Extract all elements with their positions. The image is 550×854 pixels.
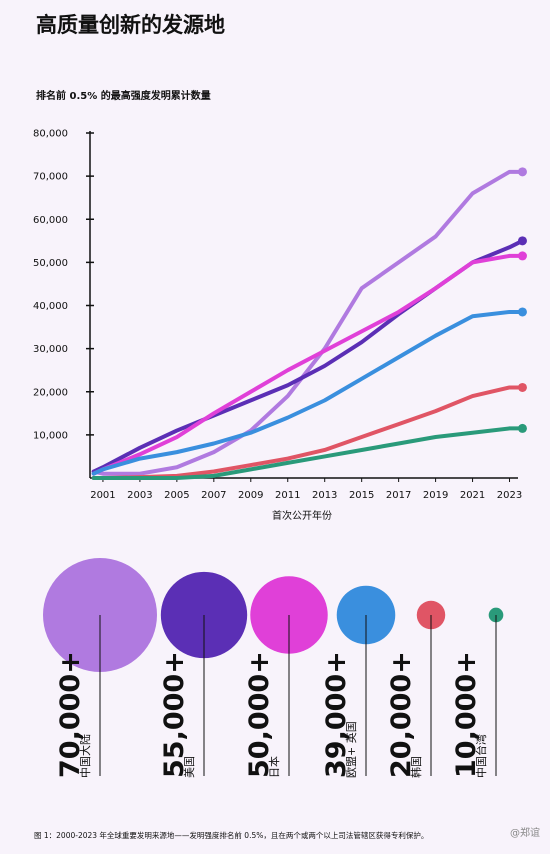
end-marker [517,167,527,177]
y-tick-label: 10,000 [33,430,68,441]
x-tick-label: 2003 [127,490,152,501]
series-line [91,253,525,476]
x-tick-label: 2013 [312,490,337,501]
series-line [91,238,525,474]
subtitle: 排名前 0.5% 的最高强度发明累计数量 [36,89,211,102]
x-tick-label: 2009 [238,490,263,501]
series-line [91,309,525,476]
end-marker [517,251,527,261]
bubble-value-label: 55,000+ [159,651,190,778]
x-tick-label: 2001 [90,490,115,501]
x-tick-label: 2017 [386,490,411,501]
y-tick-label: 50,000 [33,258,68,269]
y-tick-label: 30,000 [33,344,68,355]
x-tick-label: 2019 [423,490,448,501]
bubble-value-label: 10,000+ [451,651,482,778]
y-tick-label: 60,000 [33,215,68,226]
bubble-value-label: 39,000+ [321,651,352,778]
caption: 图 1：2000-2023 年全球重要发明来源地——发明强度排名前 0.5%，且… [34,830,428,840]
y-tick-label: 40,000 [33,301,68,312]
bubble-value-label: 70,000+ [55,651,86,778]
end-marker [517,382,527,392]
end-marker [517,307,527,317]
x-tick-label: 2005 [164,490,189,501]
end-marker [517,236,527,246]
x-tick-label: 2007 [201,490,226,501]
y-tick-label: 70,000 [33,172,68,183]
x-tick-label: 2021 [460,490,485,501]
bubble-category-label: 韩国 [409,756,423,778]
y-tick-label: 20,000 [33,387,68,398]
x-tick-label: 2023 [497,490,522,501]
bubble-value-label: 20,000+ [386,651,417,778]
bubble-category-label: 中国大陆 [78,734,92,778]
bubble-category-label: 日本 [267,756,281,778]
bubble-category-label: 中国台湾 [474,734,488,778]
title: 高质量创新的发源地 [36,13,225,37]
bubble-value-label: 50,000+ [244,651,275,778]
series-line [91,169,525,476]
x-tick-label: 2011 [275,490,300,501]
end-marker [517,423,527,433]
watermark: @郑谊 [510,826,540,839]
y-tick-label: 80,000 [33,129,68,140]
bubble-category-label: 欧盟+ 英国 [344,721,358,778]
x-axis-label: 首次公开年份 [272,509,332,522]
series-line [91,426,525,480]
bubble-category-label: 美国 [183,756,196,778]
x-tick-label: 2015 [349,490,374,501]
